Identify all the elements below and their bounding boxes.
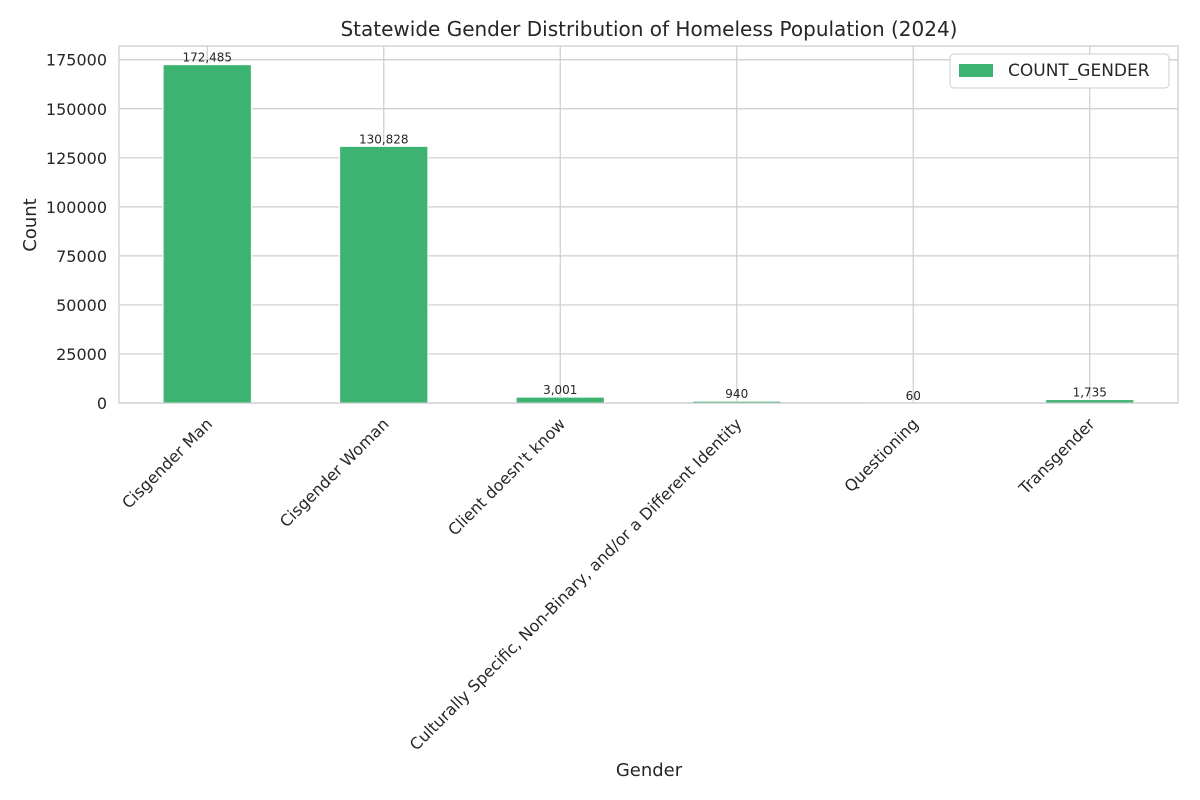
legend-swatch <box>959 64 993 77</box>
bar <box>339 145 429 404</box>
x-tick-label: Client doesn't know <box>444 414 569 539</box>
data-label: 1,735 <box>1073 386 1107 400</box>
legend: COUNT_GENDER <box>949 53 1170 89</box>
data-label: 940 <box>725 387 748 401</box>
y-tick-label: 75000 <box>56 247 107 266</box>
data-label: 130,828 <box>359 132 409 146</box>
y-tick-label: 0 <box>97 394 107 413</box>
data-labels: 172,485 130,828 3,001 940 60 1,735 <box>182 51 1106 403</box>
x-tick-label: Questioning <box>841 414 923 496</box>
bar <box>162 64 252 404</box>
y-axis-label: Count <box>20 198 41 251</box>
y-axis-ticks: 0 25000 50000 75000 100000 125000 150000 175000 <box>46 51 107 413</box>
x-axis-ticks: Cisgender Man Cisgender Woman Client doesn… <box>118 414 1099 754</box>
y-tick-label: 100000 <box>46 198 107 217</box>
y-tick-label: 125000 <box>46 149 107 168</box>
chart-title: Statewide Gender Distribution of Homeles… <box>340 17 957 41</box>
legend-box <box>949 53 1170 89</box>
grid-layer <box>119 46 1178 404</box>
legend-entry-count-gender: COUNT_GENDER <box>1008 61 1150 81</box>
x-tick-label: Cisgender Woman <box>276 414 393 531</box>
x-tick-label: Transgender <box>1014 414 1098 498</box>
x-tick-label: Culturally Specific, Non-Binary, and/or … <box>406 414 746 754</box>
x-axis-label: Gender <box>616 760 683 781</box>
y-tick-label: 25000 <box>56 345 107 364</box>
y-tick-label: 50000 <box>56 296 107 315</box>
y-tick-label: 150000 <box>46 100 107 119</box>
bar <box>515 396 605 404</box>
data-label: 60 <box>906 389 921 403</box>
y-tick-label: 175000 <box>46 51 107 70</box>
data-label: 172,485 <box>182 51 232 65</box>
data-label: 3,001 <box>543 383 577 397</box>
x-tick-label: Cisgender Man <box>118 414 216 512</box>
plot-frame <box>118 45 1179 404</box>
bars-layer <box>162 64 1135 404</box>
